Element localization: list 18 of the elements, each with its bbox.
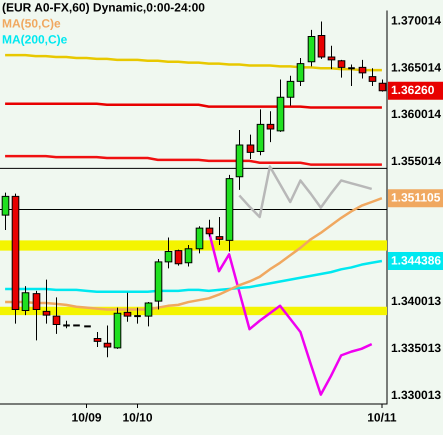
y-tick-label: 1.355014 (391, 154, 442, 168)
y-tick-label: 1.330013 (391, 388, 442, 402)
candlestick (347, 64, 356, 87)
data-label: 1.351105 (391, 190, 441, 205)
text: MA(50,C)e (2, 16, 61, 30)
y-tick-label: 1.370014 (391, 14, 442, 28)
x-tick-label: 10/10 (122, 410, 153, 425)
candlestick (133, 307, 142, 324)
y-tick-label: 1.360014 (391, 107, 442, 122)
y-tick-label: 1.365014 (391, 60, 442, 74)
x-tick-label: 10/11 (367, 410, 397, 425)
y-tick-label: 1.335013 (391, 341, 442, 356)
text: 1.36260 (391, 83, 434, 98)
text: MA(200,C)e (2, 32, 68, 46)
x-tick-label: 10/09 (72, 410, 102, 425)
chart-title: (EUR A0-FX,60) Dynamic,0:00-24:00 (2, 0, 206, 14)
data-label: 1.344386 (391, 253, 442, 268)
y-tick-label: 1.340013 (391, 294, 442, 308)
